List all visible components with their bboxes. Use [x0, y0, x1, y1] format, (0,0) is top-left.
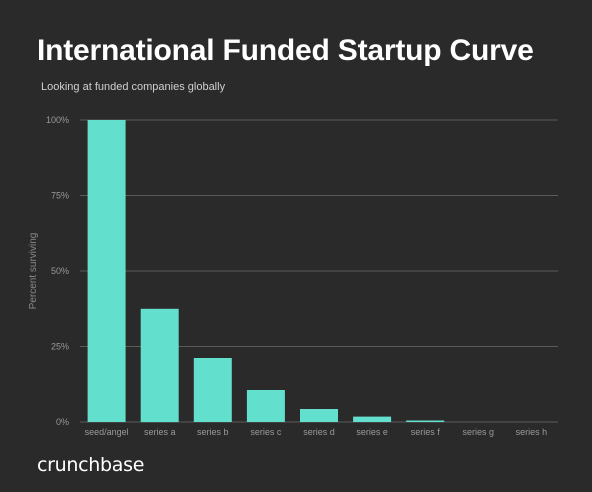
chart-title: International Funded Startup Curve	[37, 34, 534, 67]
y-tick-labels: 0% 25% 50% 75% 100%	[46, 115, 69, 427]
y-tick-label: 75%	[51, 191, 69, 201]
bar-series-a	[140, 308, 179, 423]
x-tick-label: seed/angel	[85, 427, 129, 437]
bars	[87, 120, 445, 423]
bar-series-f	[406, 420, 445, 422]
x-tick-label: series d	[303, 427, 335, 437]
x-tick-label: series f	[411, 427, 441, 437]
x-tick-label: series h	[516, 427, 548, 437]
bar-series-e	[353, 416, 392, 422]
x-tick-label: series b	[197, 427, 229, 437]
y-axis-label: Percent surviving	[28, 233, 39, 310]
x-tick-label: series a	[144, 427, 176, 437]
x-tick-label: series e	[356, 427, 388, 437]
bar-series-c	[246, 390, 285, 422]
bar-series-b	[193, 358, 232, 422]
y-tick-label: 0%	[56, 417, 69, 427]
x-tick-label: series c	[250, 427, 282, 437]
bar-series-d	[300, 409, 338, 422]
x-tick-labels: seed/angel series a series b series c series…	[85, 427, 548, 437]
y-tick-label: 100%	[46, 115, 69, 125]
bar-seed-angel	[87, 120, 126, 422]
y-tick-label: 25%	[51, 342, 69, 352]
crunchbase-logo: crunchbase	[37, 454, 145, 476]
chart-subtitle: Looking at funded companies globally	[41, 81, 226, 93]
y-tick-label: 50%	[51, 266, 69, 276]
x-tick-label: series g	[463, 427, 495, 437]
